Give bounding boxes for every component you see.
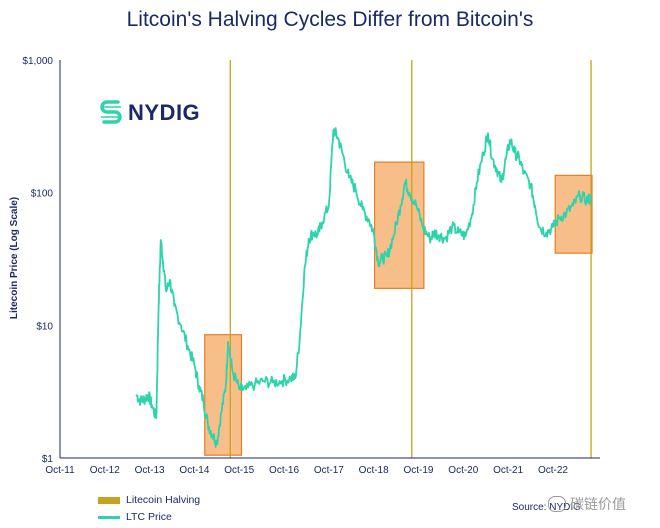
logo-text: NYDIG	[128, 100, 201, 125]
axes	[59, 60, 600, 459]
series-line-ltc-price	[135, 127, 592, 448]
legend-item-halving: Litecoin Halving	[98, 494, 200, 506]
chart-title: Litcoin's Halving Cycles Differ from Bit…	[126, 8, 534, 31]
source-note: Source: NYDIG	[512, 502, 581, 513]
halving-lines	[229, 60, 592, 458]
x-tick-label: Oct-18	[359, 465, 389, 476]
wechat-icon	[548, 496, 566, 512]
x-tick-label: Oct-21	[493, 465, 523, 476]
legend-swatch-halving	[98, 496, 120, 504]
legend-item-ltc: LTC Price	[98, 511, 172, 523]
legend-label-halving: Litecoin Halving	[126, 494, 201, 506]
nydig-logo-icon	[100, 100, 122, 124]
highlight-box-3	[554, 174, 593, 254]
x-tick-label: Oct-19	[403, 465, 433, 476]
x-tick-label: Oct-15	[224, 465, 254, 476]
watermark: 碳链价值	[548, 494, 626, 514]
x-tick-label: Oct-16	[269, 465, 299, 476]
x-tick-label: Oct-17	[314, 465, 344, 476]
y-tick-label: $1	[42, 454, 54, 465]
x-tick-label: Oct-13	[135, 465, 165, 476]
watermark-text: 碳链价值	[570, 496, 626, 512]
x-tick-label: Oct-12	[90, 465, 120, 476]
x-tick-label: Oct-22	[538, 465, 568, 476]
legend-swatch-ltc	[98, 515, 120, 519]
nydig-logo: NYDIG	[98, 98, 200, 128]
highlight-box-2	[373, 161, 425, 289]
y-tick-label: $10	[36, 321, 53, 332]
highlight-boxes	[204, 161, 593, 456]
x-tick-label: Oct-14	[179, 465, 209, 476]
x-tick-labels: Oct-11 Oct-12 Oct-13 Oct-14 Oct-15 Oct-16 Oct-…	[45, 465, 568, 476]
x-tick-label: Oct-20	[448, 465, 478, 476]
y-tick-label: $1,000	[22, 56, 53, 67]
y-tick-label: $100	[31, 189, 54, 200]
y-axis-label: Litecoin Price (Log Scale)	[9, 197, 20, 319]
y-tick-labels: $1 $10 $100 $1,000	[22, 56, 53, 465]
x-tick-label: Oct-11	[45, 465, 75, 476]
legend-label-ltc: LTC Price	[126, 511, 172, 523]
series-layer	[135, 127, 592, 448]
